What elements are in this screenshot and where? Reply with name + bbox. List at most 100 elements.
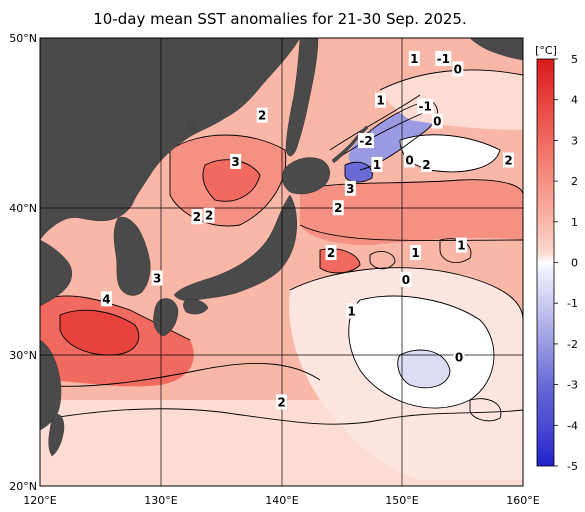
contour-label-bg (256, 107, 268, 123)
contour-label: 2 (334, 201, 342, 215)
map-title: 10-day mean SST anomalies for 21-30 Sep.… (93, 10, 467, 28)
lon-axis: 120°E 130°E 140°E 150°E 160°E (23, 494, 539, 507)
ocean-warm-kuroshio (300, 179, 523, 245)
lat-axis: 50°N 40°N 30°N 20°N (9, 32, 37, 493)
contour-label-bg (191, 209, 203, 225)
contour-label-bg (344, 180, 356, 196)
lat-label-30n: 30°N (9, 349, 37, 362)
land-asia-mainland (40, 38, 301, 241)
contour-label: 2 (422, 158, 430, 172)
contour-label: 0 (454, 62, 462, 76)
colorbar-scale (536, 58, 555, 467)
colorbar-tick-label: 3 (571, 134, 578, 147)
contour-label: 1 (457, 239, 465, 253)
map-frame (39, 37, 524, 487)
contour-label-bg (453, 349, 465, 365)
contour-label-bg (417, 98, 434, 114)
colorbar-tick-label: -3 (567, 379, 578, 392)
lat-label-50n: 50°N (9, 32, 37, 45)
contour-label: 2 (205, 209, 213, 223)
colorbar-tick-label: -5 (567, 460, 578, 473)
contour-label: -1 (437, 52, 450, 66)
land-sakhalin (285, 38, 319, 157)
ocean-north-pale (380, 70, 523, 130)
lon-label-160e: 160°E (506, 494, 539, 507)
contour-label-bg (325, 245, 337, 261)
lon-label-140e: 140°E (265, 494, 298, 507)
colorbar-tick-label: 4 (571, 94, 578, 107)
contour-label: 3 (153, 271, 161, 285)
contour-label: 4 (102, 292, 110, 306)
lon-label-130e: 130°E (144, 494, 177, 507)
colorbar-tick-label: -2 (567, 338, 578, 351)
contour-label: 0 (433, 115, 441, 129)
contour-label: 1 (376, 94, 384, 108)
contour-label-bg (435, 50, 452, 66)
lon-label-120e: 120°E (23, 494, 56, 507)
colorbar-tick-label: -4 (567, 419, 578, 432)
colorbar: [°C] 5 4 3 2 1 0 -1 -2 -3 -4 -5 (535, 44, 578, 473)
land-honshu (173, 194, 297, 302)
land-kamchatka (469, 38, 523, 61)
contour-label-bg (332, 200, 344, 216)
contour-label-bg (203, 207, 215, 223)
contour-label-bg (420, 156, 432, 172)
contour-label: 2 (277, 395, 285, 409)
contour-label: 0 (402, 273, 410, 287)
colorbar-tick-label: 1 (571, 216, 578, 229)
colorbar-tick-label: 5 (571, 53, 578, 66)
graticule (40, 38, 523, 486)
lon-label-150e: 150°E (385, 494, 418, 507)
contour-label-bg (431, 113, 443, 129)
land (40, 38, 523, 457)
contour-label: 2 (193, 210, 201, 224)
contour-label: 2 (327, 246, 335, 260)
colorbar-tick-label: -1 (567, 297, 578, 310)
land-small-island (187, 122, 196, 130)
ocean-cool-patch (397, 350, 450, 388)
contour-label-bg (358, 133, 375, 149)
colorbar-tick-label: 0 (571, 257, 578, 270)
contour-label: 1 (373, 158, 381, 172)
contour-label: 3 (346, 182, 354, 196)
lat-label-40n: 40°N (9, 202, 37, 215)
contour-label-bg (455, 237, 467, 253)
land-china-east (40, 239, 73, 307)
contour-label: 2 (258, 109, 266, 123)
land-kyushu (153, 298, 179, 337)
contour-lines (40, 69, 523, 425)
ocean-warm-soj-core (203, 159, 260, 202)
land-hokkaido (282, 157, 330, 195)
contour-label: 1 (347, 304, 355, 318)
contour-label-bg (371, 156, 383, 172)
land-korea (113, 216, 151, 296)
contour-label-bg (151, 270, 163, 286)
contour-label-bg (410, 245, 422, 261)
contour-label: 1 (410, 52, 418, 66)
contour-label: 3 (231, 155, 239, 169)
ocean-hot-core (60, 310, 139, 355)
contour-label-bg (346, 303, 358, 319)
land-taiwan (48, 414, 65, 457)
contour-label: -1 (419, 100, 432, 114)
colorbar-tick-label: 2 (571, 175, 578, 188)
land-shikoku (183, 299, 209, 315)
map-field (40, 38, 523, 486)
contour-label: 0 (455, 351, 463, 365)
colorbar-unit: [°C] (535, 44, 557, 57)
contour-label: 0 (405, 153, 413, 167)
contour-label-bg (403, 152, 415, 168)
contour-label: 2 (504, 153, 512, 167)
contour-label-bg (503, 152, 515, 168)
contour-label: -2 (359, 134, 372, 148)
contour-label-bg (100, 291, 112, 307)
contour-label-bg (375, 92, 387, 108)
contour-label-bg (230, 153, 242, 169)
contour-label-bg (400, 271, 412, 287)
contour-label: 1 (411, 246, 419, 260)
colorbar-ticks: 5 4 3 2 1 0 -1 -2 -3 -4 -5 (554, 53, 578, 473)
ocean-cold-core (345, 162, 373, 182)
contour-label-bg (408, 50, 420, 66)
